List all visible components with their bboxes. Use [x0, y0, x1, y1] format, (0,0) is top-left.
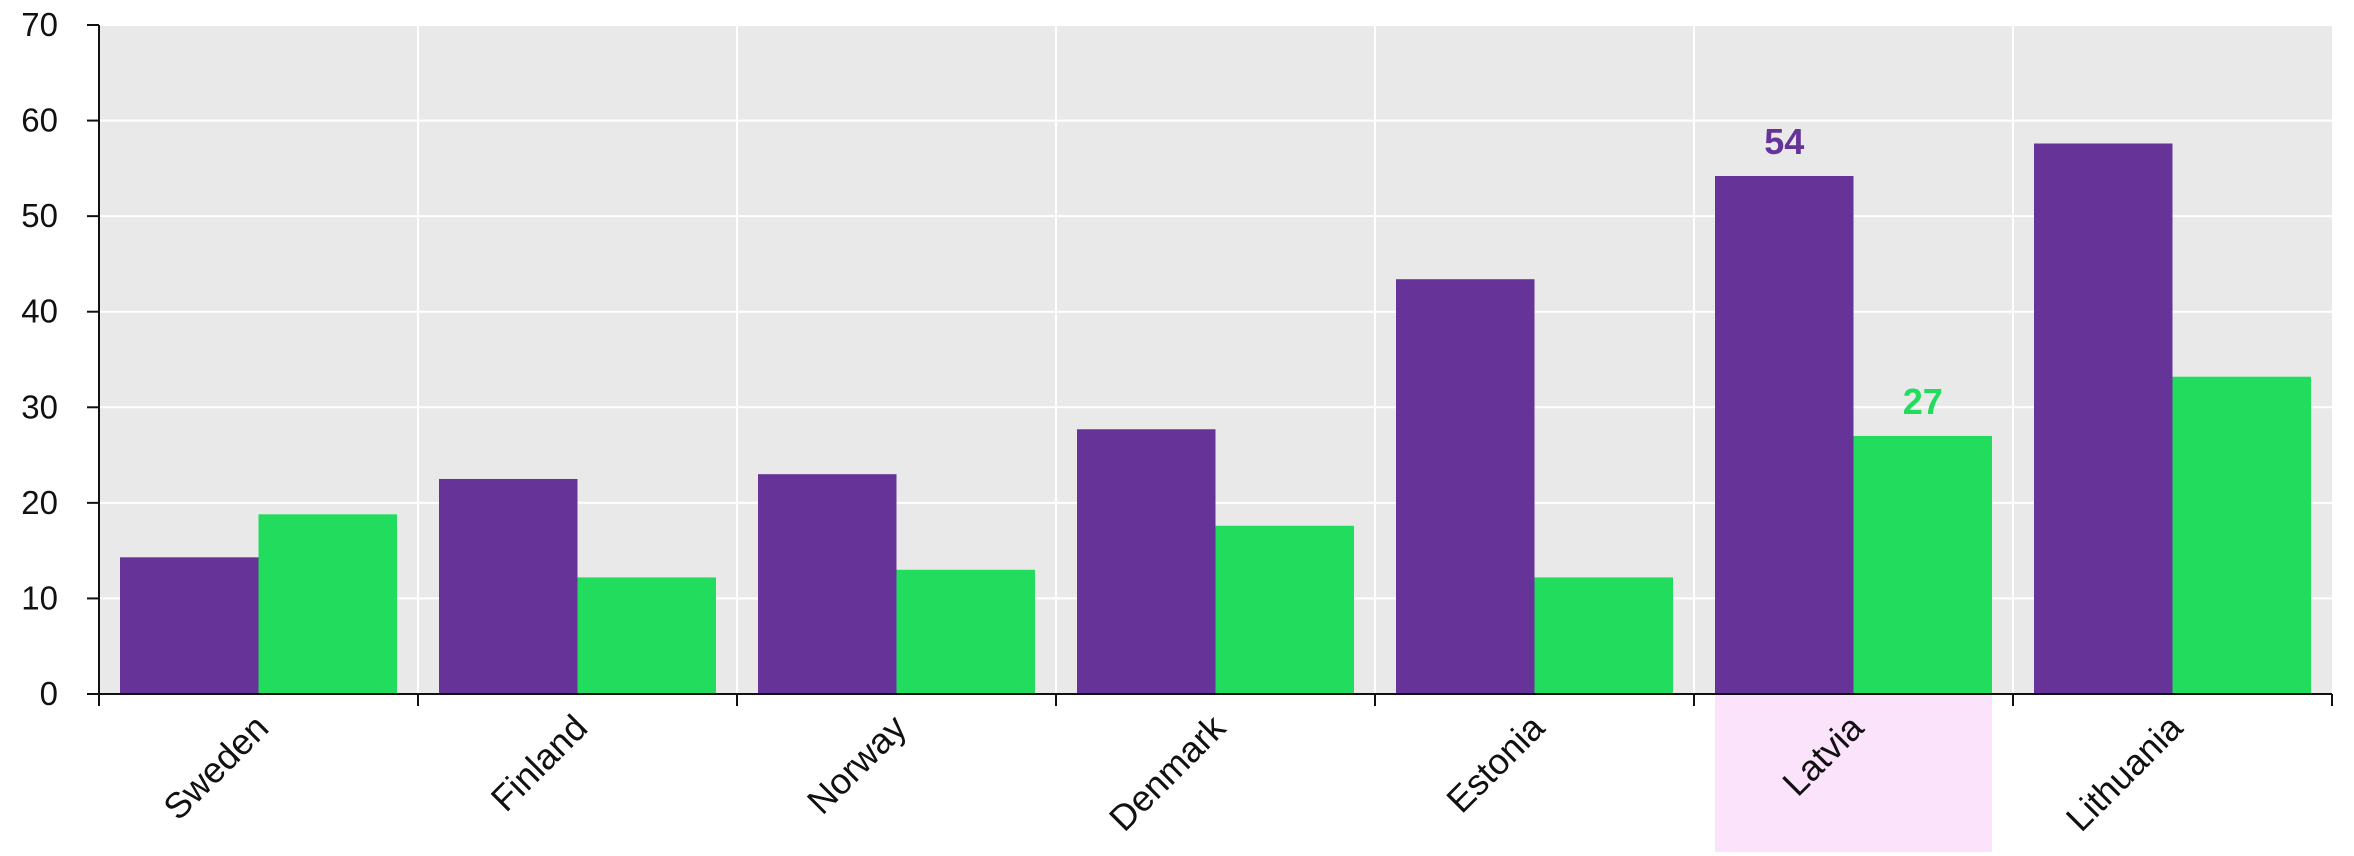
bar-latvia-series-1: [1715, 176, 1854, 694]
highlight-band: [1715, 694, 1992, 852]
bar-sweden-series-2: [258, 514, 397, 694]
bar-estonia-series-1: [1396, 279, 1535, 694]
y-tick-label: 30: [21, 388, 58, 425]
x-tick-label-lithuania: Lithuania: [2058, 706, 2191, 839]
bar-latvia-series-2: [1853, 435, 1992, 694]
data-label-latvia-series-2: 27: [1903, 381, 1943, 422]
x-tick-label-estonia: Estonia: [1438, 706, 1553, 821]
x-tick-label-denmark: Denmark: [1101, 706, 1234, 839]
y-tick-label: 20: [21, 484, 58, 521]
y-tick-label: 70: [21, 6, 58, 43]
y-tick-label: 60: [21, 102, 58, 139]
y-tick-label: 50: [21, 197, 58, 234]
x-tick-label-sweden: Sweden: [155, 707, 276, 828]
bar-denmark-series-2: [1215, 525, 1354, 694]
bar-norway-series-2: [896, 569, 1035, 694]
x-tick-label-finland: Finland: [483, 707, 595, 819]
x-tick-label-norway: Norway: [799, 707, 914, 822]
bar-denmark-series-1: [1077, 429, 1216, 694]
bar-finland-series-1: [439, 478, 578, 694]
bar-sweden-series-1: [120, 557, 259, 694]
bar-lithuania-series-2: [2172, 376, 2311, 694]
bar-estonia-series-2: [1534, 577, 1673, 694]
y-tick-label: 0: [40, 675, 58, 712]
bar-norway-series-1: [758, 474, 897, 694]
bar-lithuania-series-1: [2034, 143, 2173, 695]
bar-finland-series-2: [577, 577, 716, 694]
y-tick-label: 10: [21, 579, 58, 616]
y-tick-label: 40: [21, 293, 58, 330]
data-label-latvia-series-1: 54: [1764, 121, 1804, 162]
